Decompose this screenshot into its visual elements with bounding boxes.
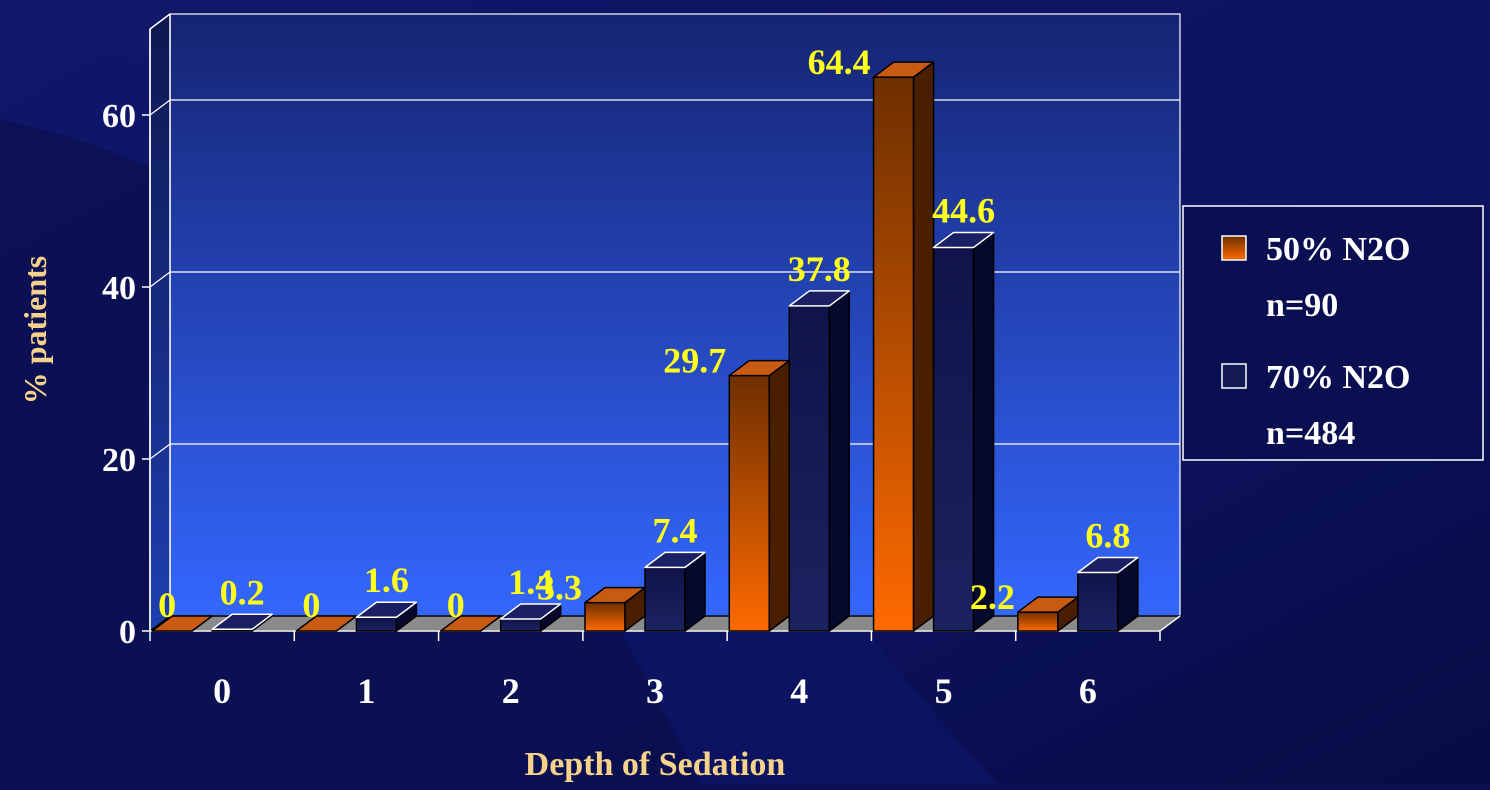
bar-70-top — [1077, 556, 1139, 574]
y-tick-label: 60 — [102, 98, 136, 135]
y-tick-label: 20 — [102, 442, 136, 479]
bar-70-top — [644, 551, 706, 569]
bar-50-side — [912, 61, 935, 632]
x-tick-label: 1 — [357, 671, 375, 711]
bar-50-front — [584, 601, 626, 632]
bar-70-side — [828, 290, 851, 632]
bar-70-top — [499, 603, 562, 620]
bar-70-top — [788, 290, 851, 307]
x-tick-label: 3 — [646, 671, 664, 711]
floor-edge — [1159, 615, 1181, 632]
bar-70-front — [788, 305, 831, 632]
x-tick-label: 6 — [1079, 671, 1097, 711]
data-label-50: 2.2 — [970, 577, 1015, 617]
bar-70-top — [932, 231, 995, 249]
bar-50-front — [728, 374, 771, 632]
bar-50-front — [1017, 611, 1059, 632]
data-label-70: 1.6 — [364, 560, 409, 600]
bar-50-top — [439, 615, 502, 632]
bar-50-front — [872, 76, 915, 632]
bar-70-front — [1077, 571, 1119, 632]
y-axis-title: % patients — [17, 256, 53, 404]
legend-label-50: 50% N2O — [1266, 231, 1411, 268]
y-tick-label: 0 — [119, 614, 136, 651]
data-label-50: 0 — [447, 585, 465, 625]
data-label-50: 29.7 — [663, 341, 726, 381]
legend-label-70: 70% N2O — [1266, 359, 1411, 396]
data-label-70: 7.4 — [653, 510, 698, 550]
x-tick-label: 5 — [935, 671, 953, 711]
bar-70-side — [972, 231, 995, 632]
bar-70-top — [355, 601, 418, 618]
x-tick-label: 2 — [502, 671, 520, 711]
bar-70-front — [932, 246, 975, 632]
data-label-70: 37.8 — [788, 249, 851, 289]
bar-50-side — [768, 359, 791, 632]
bar-50-top — [872, 61, 935, 78]
y-tick-label: 40 — [102, 270, 136, 307]
gridline-side — [149, 271, 171, 288]
x-tick-label: 0 — [213, 671, 231, 711]
legend-n-50: n=90 — [1266, 287, 1338, 324]
gridline-side — [149, 99, 171, 116]
bar-50-top — [295, 615, 358, 632]
data-label-50: 3.3 — [537, 568, 582, 608]
bar-70-top — [211, 613, 273, 631]
data-label-70: 0.2 — [220, 572, 265, 612]
data-label-50: 64.4 — [808, 42, 871, 82]
bar-50-top — [151, 615, 213, 632]
legend-swatch-50 — [1221, 235, 1247, 261]
data-label-50: 0 — [158, 585, 176, 625]
x-tick-label: 4 — [790, 671, 808, 711]
gridline-side — [149, 443, 171, 460]
legend-n-70: n=484 — [1266, 415, 1355, 452]
bar-70-front — [644, 566, 686, 632]
data-label-70: 1.4 — [508, 562, 553, 602]
data-label-50: 0 — [302, 585, 320, 625]
legend-swatch-70 — [1221, 363, 1247, 389]
plot-side-wall — [149, 13, 171, 632]
x-axis-title: Depth of Sedation — [525, 746, 786, 783]
bar-70-front — [499, 618, 542, 632]
legend: 50% N2O n=90 70% N2O n=484 — [1182, 205, 1484, 461]
data-label-70: 6.8 — [1085, 516, 1130, 556]
plot-back-wall — [169, 13, 1181, 617]
bar-70-front — [355, 616, 398, 632]
data-label-70: 44.6 — [932, 190, 995, 230]
